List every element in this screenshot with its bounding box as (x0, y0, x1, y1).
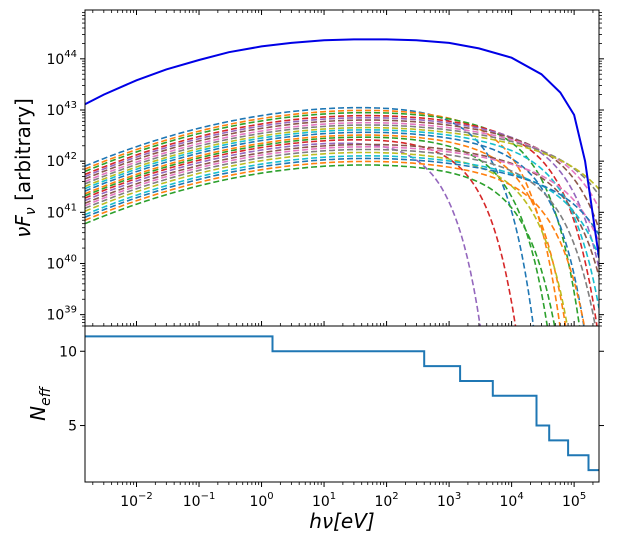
neff-tick-label: 10 (59, 344, 77, 360)
y-tick-label: 1040 (46, 253, 77, 272)
bottom-axes-frame (84, 325, 600, 483)
component-series-line (85, 143, 599, 277)
component-series-line (85, 148, 597, 326)
neff-tick-label: 5 (68, 419, 77, 435)
bottom-series-lines (85, 335, 599, 472)
component-series-line (85, 157, 599, 236)
component-series-line (85, 128, 599, 309)
component-series-line (85, 109, 561, 326)
component-series-line (85, 136, 549, 326)
bottom-y-axis-label: Neff (26, 385, 54, 421)
top-series-lines (85, 38, 599, 326)
x-tick-label: 101 (312, 491, 336, 510)
neff-series-line (85, 335, 599, 472)
y-tick-label: 1042 (46, 151, 77, 170)
y-tick-label: 1039 (46, 305, 77, 324)
top-tick-marks: 1039 1040 1041 1042 1043 1044 (46, 10, 604, 327)
component-series-line (85, 111, 581, 326)
component-series-line (85, 155, 599, 258)
component-series-line (85, 134, 567, 326)
y-tick-label: 1041 (46, 202, 77, 221)
component-series-line (85, 131, 585, 326)
component-series-line (85, 126, 599, 190)
component-series-line (85, 119, 599, 230)
y-tick-label: 1044 (46, 49, 77, 68)
component-series-line (85, 142, 482, 326)
top-y-axis-label: νFν [arbitrary] (11, 98, 39, 238)
bottom-panel: 5 10 10−2 10−1 100 101 102 103 104 105 Neff hν[eV… (26, 321, 604, 533)
x-tick-label: 102 (374, 491, 398, 510)
component-series-line (85, 114, 598, 326)
x-tick-label: 10−1 (183, 491, 216, 510)
component-series-line (85, 121, 599, 209)
component-series-line (85, 124, 599, 196)
component-series-line (85, 151, 569, 326)
y-tick-label: 1043 (46, 100, 77, 119)
x-tick-label: 104 (500, 491, 524, 510)
total-series-line (85, 38, 599, 258)
x-tick-label: 105 (562, 491, 586, 510)
component-series-line (85, 116, 599, 269)
component-series-line (85, 164, 556, 326)
x-tick-label: 103 (437, 491, 461, 510)
x-tick-label: 100 (249, 491, 273, 510)
component-series-line (85, 146, 599, 243)
x-axis-label: hν[eV] (309, 509, 374, 533)
x-tick-label: 10−2 (120, 491, 153, 510)
component-series-line (85, 139, 517, 326)
component-series-line (85, 160, 586, 326)
top-panel: 1039 1040 1041 1042 1043 1044 νFν [arbitrary] (11, 9, 604, 327)
